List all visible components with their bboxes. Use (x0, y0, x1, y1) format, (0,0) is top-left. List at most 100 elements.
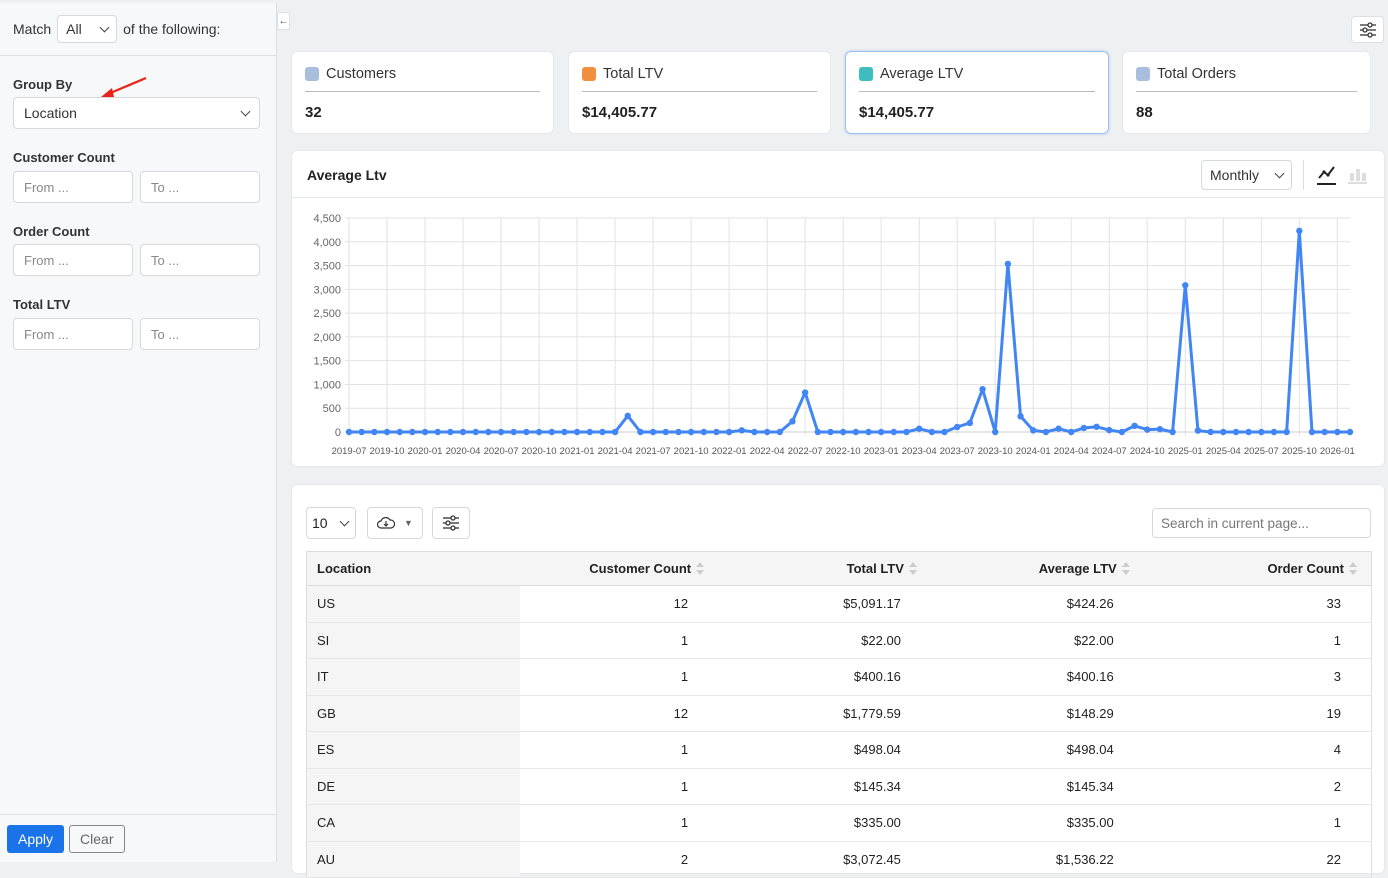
line-chart-toggle-icon[interactable] (1316, 163, 1338, 187)
data-point (599, 428, 606, 436)
x-tick-label: 2025-07 (1244, 446, 1279, 457)
period-select[interactable]: Monthly (1201, 160, 1292, 190)
sort-icon[interactable] (696, 562, 705, 576)
x-tick-label: 2020-10 (522, 446, 557, 457)
data-point (1232, 428, 1240, 436)
x-tick-label: 2023-01 (864, 446, 899, 457)
data-point (1270, 428, 1278, 436)
x-tick-label: 2024-10 (1130, 446, 1165, 457)
stat-card-total-ltv[interactable]: Total LTV $14,405.77 (568, 51, 831, 134)
column-settings-button[interactable] (432, 507, 470, 539)
table-cell: $498.04 (930, 731, 1144, 769)
data-point (713, 428, 720, 436)
column-header-average-ltv[interactable]: Average LTV (930, 551, 1144, 586)
data-point (725, 428, 733, 436)
order-count-to-input[interactable]: To ... (140, 244, 260, 276)
column-header-total-ltv[interactable]: Total LTV (718, 551, 931, 586)
data-point (1042, 428, 1050, 436)
table-cell: 3 (1143, 658, 1372, 696)
group-by-value: Location (24, 105, 77, 121)
data-point (738, 427, 745, 434)
search-input[interactable]: Search in current page... (1152, 508, 1371, 538)
data-point (1258, 428, 1265, 436)
data-point (801, 389, 809, 396)
chart-header-divider (292, 197, 1384, 198)
chart-card: Average Ltv Monthly 0 500 1,000 1,500 2,000 2… (291, 150, 1385, 467)
data-point (827, 428, 834, 436)
match-select[interactable]: All (57, 15, 118, 43)
y-tick-label: 4,500 (313, 213, 341, 225)
clear-button[interactable]: Clear (69, 824, 125, 853)
export-button[interactable]: ▼ (367, 507, 423, 539)
group-by-select[interactable]: Location (13, 97, 260, 129)
data-table: Location Customer Count Total LTV Average L… (306, 551, 1372, 878)
card-label: Average LTV (880, 65, 964, 82)
data-point (1156, 425, 1164, 433)
data-point (928, 428, 936, 436)
data-point (1334, 428, 1341, 436)
series-line (349, 229, 1350, 434)
card-label: Total Orders (1157, 65, 1236, 82)
divider (1303, 160, 1304, 190)
x-tick-label: 2023-07 (940, 446, 975, 457)
x-tick-label: 2020-01 (408, 446, 443, 457)
collapse-sidebar-button[interactable]: ← (277, 12, 290, 30)
table-cell: US (306, 585, 521, 623)
apply-button[interactable]: Apply (7, 824, 65, 853)
stat-card-average-ltv[interactable]: Average LTV $14,405.77 (845, 51, 1109, 134)
stat-card-customers[interactable]: Customers 32 (291, 51, 554, 134)
settings-button[interactable] (1351, 16, 1384, 43)
column-header-order-count[interactable]: Order Count (1143, 551, 1372, 586)
data-point (839, 428, 847, 436)
table-cell: $335.00 (930, 804, 1144, 842)
x-tick-label: 2022-07 (788, 446, 823, 457)
bar-chart-toggle-icon[interactable] (1347, 163, 1369, 187)
table-cell: $424.26 (930, 585, 1144, 623)
chevron-down-icon (339, 516, 350, 526)
order-count-from-input[interactable]: From ... (13, 244, 133, 276)
data-point (561, 428, 568, 436)
chevron-down-icon (99, 22, 110, 32)
card-label: Customers (326, 65, 397, 82)
table-cell: ES (306, 731, 521, 769)
data-point (523, 428, 530, 436)
sort-icon[interactable] (1349, 562, 1357, 576)
data-point (1093, 423, 1100, 430)
table-cell: $3,072.45 (718, 841, 931, 878)
table-row: CA 1 $335.00 $335.00 1 (306, 804, 1372, 842)
table-cell: CA (306, 804, 521, 842)
x-tick-label: 2022-04 (750, 446, 785, 457)
total-ltv-to-input[interactable]: To ... (140, 318, 260, 350)
table-cell: $400.16 (718, 658, 931, 696)
data-point (915, 425, 923, 432)
data-point (396, 428, 403, 436)
sort-icon[interactable] (908, 562, 917, 576)
table-cell: IT (306, 658, 521, 696)
column-header-customer-count[interactable]: Customer Count (520, 551, 719, 586)
x-tick-label: 2022-01 (712, 446, 747, 457)
column-header-location[interactable]: Location (306, 551, 521, 586)
y-tick-label: 1,500 (313, 356, 341, 368)
customer-count-to-input[interactable]: To ... (140, 171, 260, 203)
table-card: 10 ▼ Search in current page... Location C… (291, 484, 1385, 878)
x-tick-label: 2024-07 (1092, 446, 1127, 457)
page-size-select[interactable]: 10 (306, 507, 356, 539)
match-label: Match (13, 21, 52, 37)
customer-count-from-input[interactable]: From ... (13, 171, 133, 203)
total-ltv-from-input[interactable]: From ... (13, 318, 133, 350)
chart-title: Average Ltv (307, 167, 387, 183)
stat-card-total-orders[interactable]: Total Orders 88 (1122, 51, 1371, 134)
data-point (1207, 428, 1214, 436)
table-cell: AU (306, 841, 521, 878)
x-tick-label: 2025-04 (1206, 446, 1241, 457)
y-tick-label: 3,000 (313, 284, 341, 296)
data-point (1068, 428, 1075, 436)
data-point (624, 412, 631, 420)
data-point (1131, 422, 1138, 430)
match-value: All (66, 21, 82, 37)
table-row: GB 12 $1,779.59 $148.29 19 (306, 695, 1372, 732)
sort-icon[interactable] (1121, 562, 1130, 576)
x-tick-label: 2024-04 (1054, 446, 1089, 457)
data-point (421, 428, 429, 436)
column-header-label: Average LTV (1038, 560, 1117, 576)
